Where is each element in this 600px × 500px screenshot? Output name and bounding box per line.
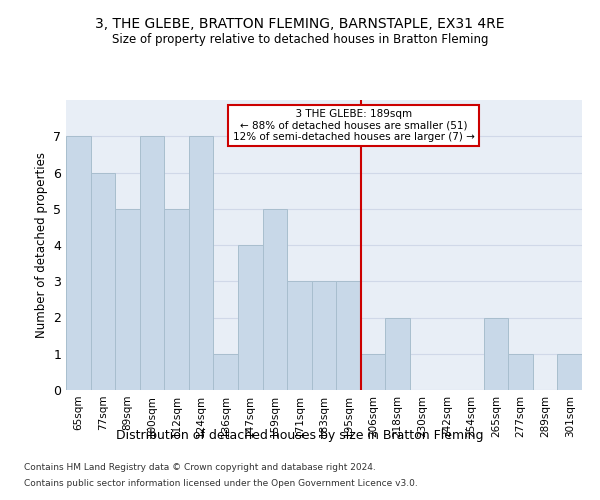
Text: 3 THE GLEBE: 189sqm  
← 88% of detached houses are smaller (51)
12% of semi-deta: 3 THE GLEBE: 189sqm ← 88% of detached ho… [233, 109, 475, 142]
Text: Size of property relative to detached houses in Bratton Fleming: Size of property relative to detached ho… [112, 32, 488, 46]
Bar [263, 209, 287, 390]
Bar [484, 318, 508, 390]
Text: Distribution of detached houses by size in Bratton Fleming: Distribution of detached houses by size … [116, 428, 484, 442]
Bar [140, 136, 164, 390]
Bar [164, 209, 189, 390]
Bar [238, 245, 263, 390]
Bar [189, 136, 214, 390]
Bar [287, 281, 312, 390]
Bar [508, 354, 533, 390]
Bar [557, 354, 582, 390]
Bar [385, 318, 410, 390]
Bar [66, 136, 91, 390]
Bar [361, 354, 385, 390]
Text: Contains HM Land Registry data © Crown copyright and database right 2024.: Contains HM Land Registry data © Crown c… [24, 464, 376, 472]
Y-axis label: Number of detached properties: Number of detached properties [35, 152, 47, 338]
Text: Contains public sector information licensed under the Open Government Licence v3: Contains public sector information licen… [24, 478, 418, 488]
Text: 3, THE GLEBE, BRATTON FLEMING, BARNSTAPLE, EX31 4RE: 3, THE GLEBE, BRATTON FLEMING, BARNSTAPL… [95, 18, 505, 32]
Bar [91, 172, 115, 390]
Bar [115, 209, 140, 390]
Bar [312, 281, 336, 390]
Bar [214, 354, 238, 390]
Bar [336, 281, 361, 390]
